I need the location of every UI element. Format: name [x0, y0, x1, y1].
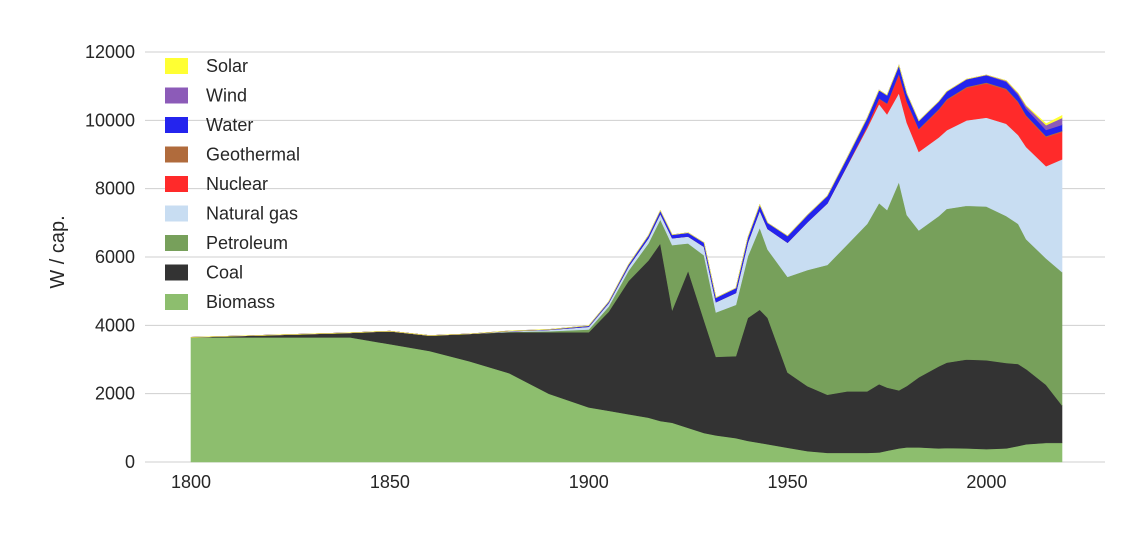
x-tick-label: 1800 [171, 472, 211, 492]
legend-label-petroleum: Petroleum [206, 233, 288, 253]
legend-label-geothermal: Geothermal [206, 145, 300, 165]
legend: Solar Wind Water Geothermal Nuclear Natural g… [165, 56, 300, 312]
legend-label-natural-gas: Natural gas [206, 204, 298, 224]
legend-swatch-biomass [165, 294, 188, 310]
x-tick-label: 1950 [768, 472, 808, 492]
legend-label-water: Water [206, 115, 253, 135]
legend-label-biomass: Biomass [206, 292, 275, 312]
legend-label-wind: Wind [206, 86, 247, 106]
stacked-areas [190, 64, 1063, 463]
legend-swatch-petroleum [165, 235, 188, 251]
y-axis-label: W / cap. [47, 215, 69, 288]
y-tick-label: 0 [125, 452, 135, 472]
legend-label-solar: Solar [206, 56, 248, 76]
x-tick-label: 1850 [370, 472, 410, 492]
y-tick-label: 6000 [95, 247, 135, 267]
legend-swatch-coal [165, 264, 188, 281]
y-tick-labels: 0 2000 4000 6000 8000 10000 12000 [85, 42, 135, 472]
x-tick-label: 2000 [966, 472, 1006, 492]
area-solar [190, 64, 1063, 338]
x-tick-label: 1900 [569, 472, 609, 492]
y-tick-label: 2000 [95, 384, 135, 404]
x-tick-labels: 1800 1850 1900 1950 2000 [171, 472, 1006, 492]
legend-swatch-natural-gas [165, 205, 188, 222]
legend-swatch-water [165, 117, 188, 133]
legend-swatch-wind [165, 87, 188, 104]
legend-swatch-geothermal [165, 146, 188, 163]
y-tick-label: 8000 [95, 179, 135, 199]
y-tick-label: 4000 [95, 315, 135, 335]
legend-swatch-solar [165, 58, 188, 74]
legend-label-coal: Coal [206, 263, 243, 283]
legend-label-nuclear: Nuclear [206, 174, 268, 194]
y-tick-label: 10000 [85, 110, 135, 130]
legend-swatch-nuclear [165, 176, 188, 192]
y-tick-label: 12000 [85, 42, 135, 62]
